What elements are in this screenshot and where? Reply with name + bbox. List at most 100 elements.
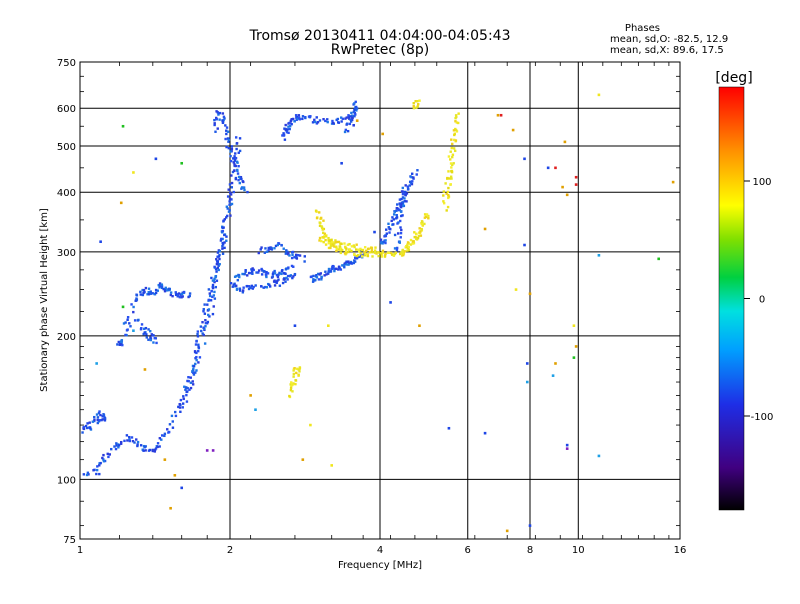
x-mode-point [447,196,450,200]
o-mode-point [290,256,294,260]
x-tick-label: 2 [227,545,233,556]
o-mode-point [225,145,228,149]
scatter-point [597,253,601,257]
o-mode-point [228,209,231,212]
o-mode-point [351,114,354,117]
x-mode-point [289,383,292,386]
x-mode-point [344,249,348,253]
scatter-point [309,423,312,427]
x-mode-point [456,121,460,125]
o-mode-point [291,276,294,280]
o-mode-point [101,456,104,460]
o-mode-point [226,195,230,198]
o-mode-point [291,250,295,254]
o-mode-point [401,192,405,196]
o-mode-point [246,274,249,277]
o-mode-point [303,260,306,263]
o-mode-point [324,119,327,123]
o-mode-point [214,130,217,133]
o-mode-point [97,411,101,415]
x-mode-point [297,368,300,371]
x-mode-point [393,252,397,256]
o-mode-point [265,271,268,274]
x-mode-point [363,246,367,249]
o-mode-point [186,387,189,390]
o-mode-point [303,255,306,258]
o-mode-point [344,261,347,265]
o-mode-point [198,356,202,359]
x-mode-point [327,246,331,250]
o-mode-point [224,137,227,141]
o-mode-point [327,270,330,273]
o-mode-point [333,269,336,273]
o-mode-point [136,440,140,444]
o-mode-point [228,183,232,186]
scatter-point [523,157,526,161]
o-mode-point [192,373,196,376]
scatter-point [483,431,487,435]
o-mode-point [287,131,290,135]
x-mode-point [383,254,387,257]
o-mode-point [212,305,215,308]
x-mode-point [442,194,445,197]
o-mode-point [195,351,198,355]
o-mode-point [259,248,262,251]
o-mode-point [156,442,160,445]
o-mode-point [241,289,245,292]
x-mode-point [446,177,449,180]
o-mode-point [319,272,322,275]
o-mode-point [265,286,269,289]
o-mode-point [355,109,358,112]
o-mode-point [250,284,254,288]
o-mode-point [213,290,216,294]
scatter-point [671,180,675,184]
scatter-point [211,449,215,452]
o-mode-point [221,229,225,233]
o-mode-point [217,255,221,258]
o-mode-point [229,282,233,285]
o-mode-point [293,272,297,276]
data-points [81,93,675,533]
o-mode-point [117,446,120,449]
o-mode-point [345,263,348,266]
o-mode-point [145,336,148,339]
o-mode-point [233,155,236,158]
o-mode-point [141,293,145,297]
x-mode-point [402,252,406,255]
o-mode-point [140,323,144,326]
o-mode-point [216,255,219,258]
scatter-point [121,124,125,128]
o-mode-point [215,118,218,121]
x-mode-point [292,375,295,378]
o-mode-point [380,241,383,245]
x-mode-point [318,236,322,240]
o-mode-point [170,414,174,418]
o-mode-point [408,180,412,184]
x-mode-point [374,246,377,249]
o-mode-point [284,268,288,271]
o-mode-point [275,273,279,277]
o-mode-point [244,269,247,272]
x-mode-point [341,249,344,252]
o-mode-point [154,291,158,295]
o-mode-point [133,441,136,444]
x-mode-point [322,231,325,234]
x-mode-point [425,213,429,216]
o-mode-point [309,275,313,279]
scatter-point [551,374,555,377]
o-mode-point [311,121,315,124]
o-mode-point [165,289,169,292]
o-mode-point [195,340,198,343]
scatter-point [327,324,330,328]
x-tick-label: 10 [572,545,585,556]
grid-lines [80,62,680,539]
scatter-point [565,447,569,450]
o-mode-point [237,274,241,277]
o-mode-point [290,118,293,121]
o-mode-point [251,270,254,273]
o-mode-point [225,132,228,136]
o-mode-point [285,130,289,134]
o-mode-point [183,385,186,388]
o-mode-point [251,272,254,275]
o-mode-point [196,335,200,338]
